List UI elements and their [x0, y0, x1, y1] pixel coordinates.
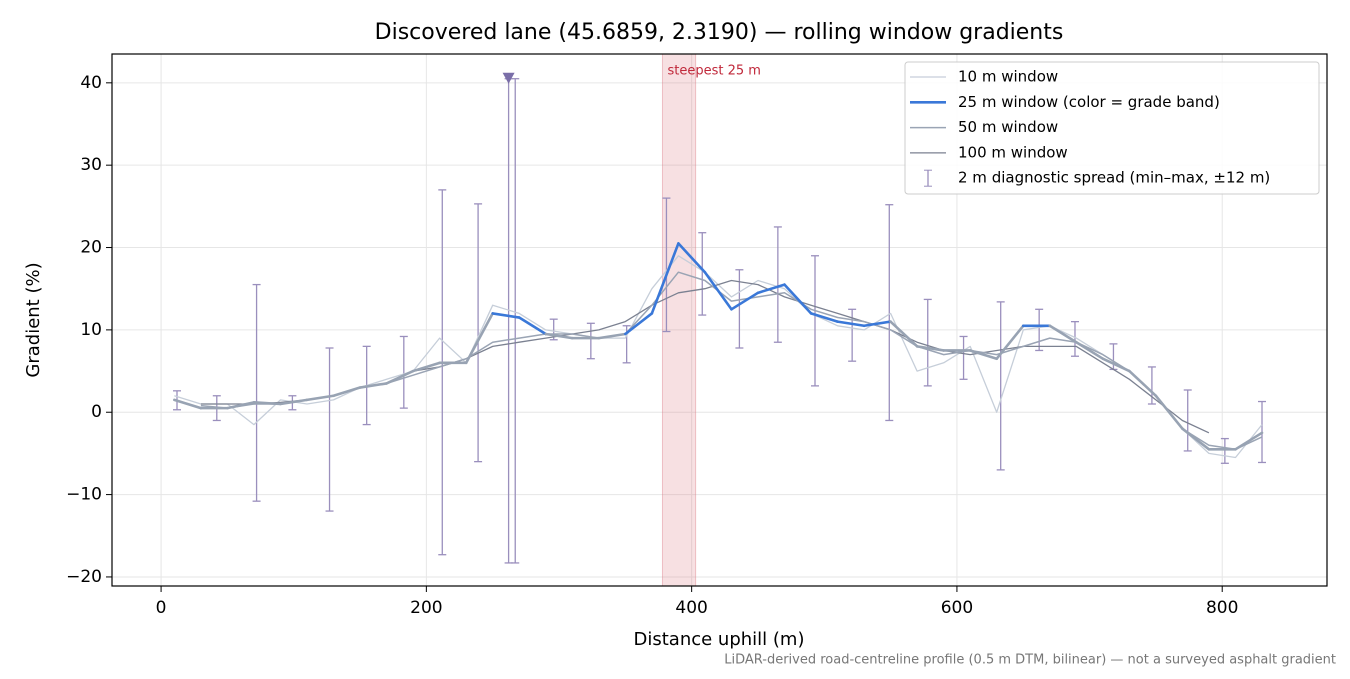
- error-bar: [474, 203, 483, 463]
- x-tick-label: 800: [1206, 598, 1238, 618]
- line-segment: [305, 394, 335, 402]
- line-segment: [783, 283, 813, 315]
- plot-frame: [111, 53, 1328, 587]
- line-segment: [1154, 394, 1184, 431]
- legend-box: [904, 61, 1320, 195]
- error-bar: [586, 322, 595, 360]
- line-segment: [809, 312, 839, 323]
- x-tick-label: 400: [675, 598, 707, 618]
- error-bar: [698, 232, 707, 316]
- legend-label: 2 m diagnostic spread (min–max, ±12 m): [958, 169, 1270, 187]
- error-bar: [504, 78, 513, 564]
- legend-label: 10 m window: [958, 68, 1058, 86]
- legend-label: 25 m window (color = grade band): [958, 93, 1220, 111]
- y-tick-label: 20: [80, 238, 102, 258]
- legend: 10 m window 25 m window (color = grade ba…: [904, 61, 1320, 195]
- line-series: [200, 271, 1263, 451]
- line-segment: [1128, 369, 1158, 398]
- x-axis-label: Distance uphill (m): [634, 629, 805, 650]
- line-segment: [332, 386, 362, 398]
- line-segment: [915, 345, 945, 352]
- line-segment: [544, 332, 574, 340]
- error-bar: [438, 189, 447, 556]
- error-bar: [252, 283, 261, 502]
- line-segment: [650, 242, 680, 315]
- error-bar: [735, 269, 744, 349]
- line-segment: [836, 320, 866, 328]
- line-series: [200, 279, 1210, 434]
- line-segment: [252, 401, 282, 406]
- line-segment: [597, 332, 627, 340]
- line-segment: [226, 401, 256, 410]
- error-bar: [959, 335, 968, 380]
- line-segment: [624, 312, 654, 336]
- x-tick-label: 0: [156, 598, 167, 618]
- line-segment: [1181, 427, 1211, 451]
- chart-title: Discovered lane (45.6859, 2.3190) — roll…: [375, 20, 1064, 45]
- line-segment: [358, 382, 388, 389]
- y-axis-label: Gradient (%): [23, 262, 44, 377]
- line-segment: [411, 361, 441, 373]
- line-segment: [1101, 357, 1131, 373]
- error-bar: [996, 301, 1005, 471]
- line-segment: [968, 349, 999, 361]
- x-tick-label: 200: [410, 598, 442, 618]
- line-segment: [889, 320, 919, 348]
- line-segment: [385, 369, 415, 385]
- line-segment: [173, 398, 203, 410]
- line-segment: [517, 316, 548, 336]
- error-bar: [1220, 437, 1229, 464]
- line-segment: [1234, 431, 1264, 451]
- line-segment: [677, 242, 707, 274]
- y-tick-label: 10: [80, 320, 102, 340]
- plot: [172, 72, 1267, 564]
- highlight-label: steepest 25 m: [667, 64, 760, 79]
- highlight-span: [661, 53, 697, 587]
- error-bar: [811, 255, 820, 387]
- x-tick-label: 600: [941, 598, 973, 618]
- line-segment: [862, 320, 892, 328]
- line-segment: [1048, 324, 1078, 344]
- offscale-marker: [502, 72, 515, 84]
- line-segment: [703, 270, 733, 311]
- line-segment: [491, 312, 521, 319]
- error-bar: [923, 298, 932, 387]
- error-bar: [325, 347, 334, 512]
- error-bar: [1035, 308, 1044, 352]
- y-tick-label: 0: [91, 402, 102, 422]
- error-bar: [885, 204, 894, 422]
- line-segment: [756, 283, 786, 295]
- line-segment: [464, 312, 494, 365]
- legend-label: 100 m window: [958, 143, 1068, 161]
- line-segment: [279, 398, 309, 406]
- footnote: LiDAR-derived road-centreline profile (0…: [724, 653, 1336, 668]
- error-bar: [773, 226, 782, 343]
- legend-label: 50 m window: [958, 118, 1058, 136]
- line-segment: [730, 291, 760, 311]
- error-bar: [1070, 320, 1079, 357]
- error-bar: [511, 78, 520, 564]
- error-bar: [1147, 366, 1156, 405]
- error-bar: [399, 335, 408, 409]
- y-tick-label: −20: [66, 567, 102, 587]
- line-segment: [995, 324, 1025, 361]
- y-tick-label: 40: [80, 73, 102, 93]
- line-segment: [1075, 340, 1105, 361]
- error-bar: [662, 197, 671, 333]
- error-bar: [1183, 389, 1192, 452]
- y-tick-label: 30: [80, 155, 102, 175]
- y-tick-label: −10: [66, 485, 102, 505]
